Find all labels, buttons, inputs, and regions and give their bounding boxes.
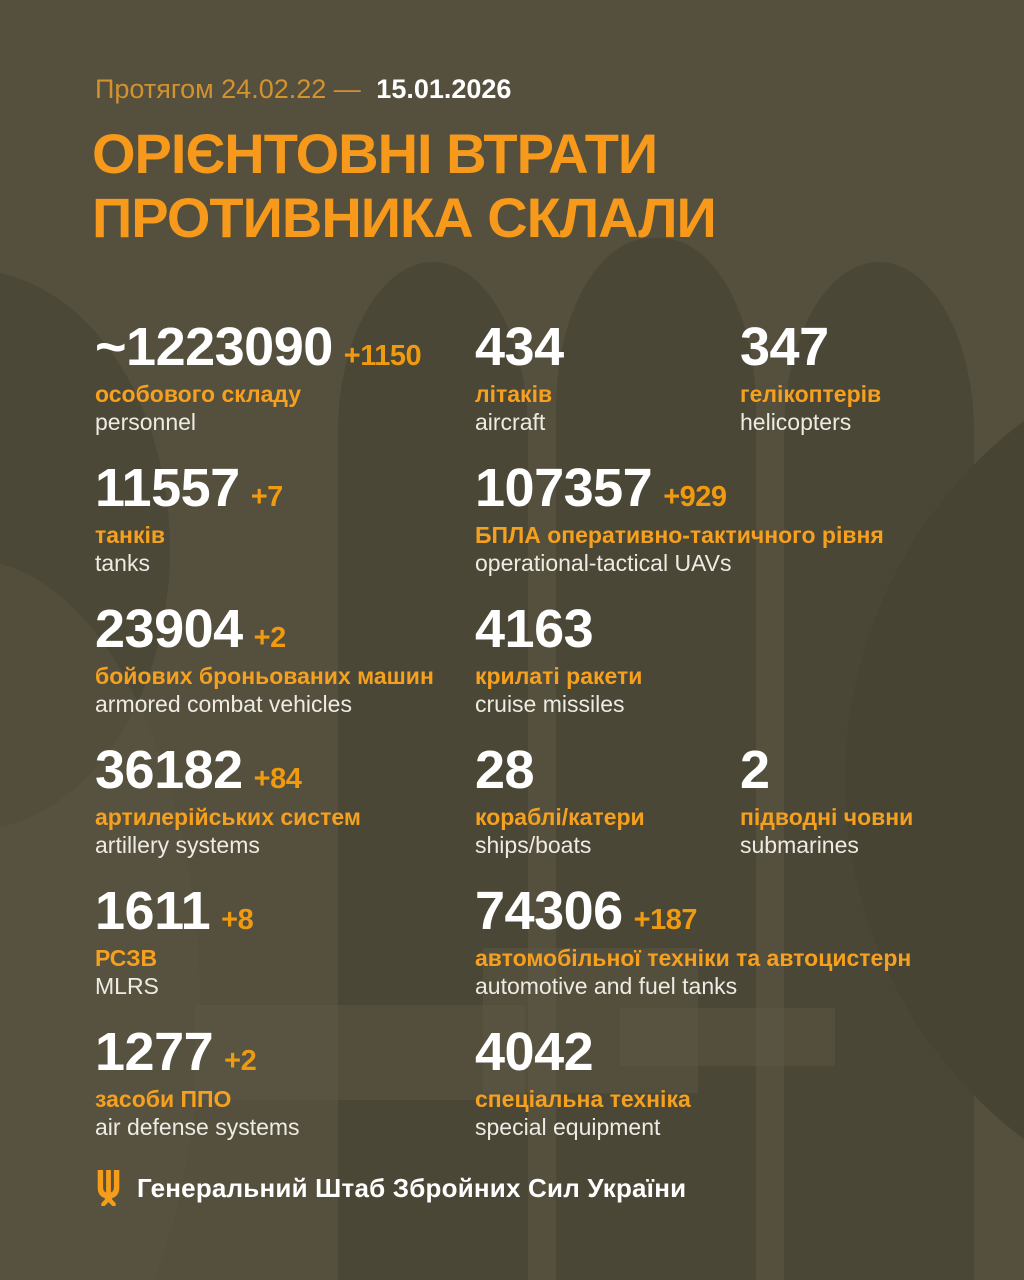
stat-label-uk: бойових броньованих машин (95, 663, 434, 689)
stat-label-en: personnel (95, 409, 197, 436)
stat-value: 107357 (475, 458, 653, 518)
stat-label-en: ships/boats (475, 832, 592, 859)
stat-value: 4042 (475, 1022, 594, 1082)
stat-air-defense: 1277 +2 засоби ППО air defense systems (95, 1025, 475, 1166)
stat-label-uk: підводні човни (740, 804, 914, 830)
stat-label-uk: автомобільної техніки та автоцистерн (475, 945, 912, 971)
stat-label-uk: артилерійських систем (95, 804, 361, 830)
stat-value: 434 (475, 317, 564, 377)
trident-watermark-left-prong (338, 262, 528, 1280)
stat-delta: +1150 (343, 340, 422, 372)
stat-value: 1277 (95, 1022, 214, 1082)
stat-label-en: operational-tactical UAVs (475, 550, 732, 577)
title-line-2: ПРОТИВНИКА СКЛАЛИ (92, 185, 717, 249)
stat-armored-vehicles: 23904 +2 бойових броньованих машин armore… (95, 602, 475, 743)
stat-value: 347 (740, 317, 829, 377)
stat-tanks: 11557 +7 танків tanks (95, 461, 475, 602)
stat-aircraft: 434 літаків aircraft (475, 320, 1004, 461)
background-patch (195, 1005, 525, 1100)
stat-label-uk: кораблі/катери (475, 804, 645, 830)
stat-delta: +2 (224, 1045, 257, 1077)
stat-helicopters: 347 гелікоптерів helicopters (740, 320, 1004, 461)
tryzub-icon (97, 1170, 120, 1206)
stat-label-en: cruise missiles (475, 691, 625, 718)
stat-label-en: helicopters (740, 409, 852, 436)
stat-value: 2 (740, 740, 770, 800)
stat-delta: +929 (663, 481, 727, 513)
stat-delta: +84 (253, 763, 302, 795)
stat-label-uk: літаків (475, 381, 553, 407)
reporting-period: Протягом 24.02.22 — 15.01.2026 (95, 76, 511, 103)
trident-watermark-center-prong (556, 238, 756, 1280)
stat-value: 23904 (95, 599, 243, 659)
stat-special-equipment: 4042 спеціальна техніка special equipmen… (475, 1025, 1004, 1166)
stat-mlrs: 1611 +8 РСЗВ MLRS (95, 884, 475, 1025)
stat-value: 36182 (95, 740, 243, 800)
stat-cruise-missiles: 4163 крилаті ракети cruise missiles (475, 602, 1004, 743)
stat-label-en: artillery systems (95, 832, 260, 859)
stat-delta: +7 (250, 481, 284, 513)
stat-label-en: special equipment (475, 1114, 661, 1141)
stat-label-uk: крилаті ракети (475, 663, 643, 689)
stat-label-uk: БПЛА оперативно-тактичного рівня (475, 522, 884, 548)
stat-delta: +8 (221, 904, 254, 936)
stat-label-uk: спеціальна техніка (475, 1086, 691, 1112)
stat-value: ~1223090 (95, 317, 333, 377)
stat-label-uk: танків (95, 522, 165, 548)
title-line-1: ОРІЄНТОВНІ ВТРАТИ (92, 122, 658, 185)
source-org-label: Генеральний Штаб Збройних Сил України (137, 1172, 687, 1203)
stat-label-en: submarines (740, 832, 859, 859)
stat-value: 28 (475, 740, 535, 800)
stat-label-uk: РСЗВ (95, 945, 158, 971)
stat-submarines: 2 підводні човни submarines (740, 743, 1004, 884)
stat-label-en: MLRS (95, 973, 159, 1000)
stat-label-uk: особового складу (95, 381, 302, 407)
background-patch (483, 948, 698, 1093)
stat-delta: +187 (633, 904, 698, 936)
stat-value: 11557 (95, 458, 240, 518)
stat-ships: 28 кораблі/катери ships/boats (475, 743, 740, 884)
losses-grid: ~1223090 +1150 особового складу personnel… (95, 320, 1004, 1166)
footer: Генеральний Штаб Збройних Сил України (95, 1170, 686, 1206)
stat-label-uk: засоби ППО (95, 1086, 232, 1112)
stat-label-en: armored combat vehicles (95, 691, 352, 718)
stat-value: 74306 (475, 881, 623, 941)
stat-value: 1611 (95, 881, 211, 941)
stat-label-en: automotive and fuel tanks (475, 973, 738, 1000)
background-patch (620, 1008, 835, 1066)
stat-label-en: tanks (95, 550, 150, 577)
stat-vehicles-fuel-tanks: 74306 +187 автомобільної техніки та автоц… (475, 884, 1004, 1025)
period-prefix: Протягом 24.02.22 — (95, 74, 361, 104)
stat-personnel: ~1223090 +1150 особового складу personnel (95, 320, 475, 461)
stat-label-uk: гелікоптерів (740, 381, 882, 407)
stat-uavs: 107357 +929 БПЛА оперативно-тактичного рі… (475, 461, 1004, 602)
period-end-date: 15.01.2026 (376, 74, 512, 104)
stat-artillery: 36182 +84 артилерійських систем artillery… (95, 743, 475, 884)
stat-delta: +2 (253, 622, 287, 654)
stat-value: 4163 (475, 599, 594, 659)
stat-label-en: aircraft (475, 409, 546, 436)
stat-label-en: air defense systems (95, 1114, 300, 1141)
page-title: ОРІЄНТОВНІ ВТРАТИ ПРОТИВНИКА СКЛАЛИ (92, 122, 717, 250)
